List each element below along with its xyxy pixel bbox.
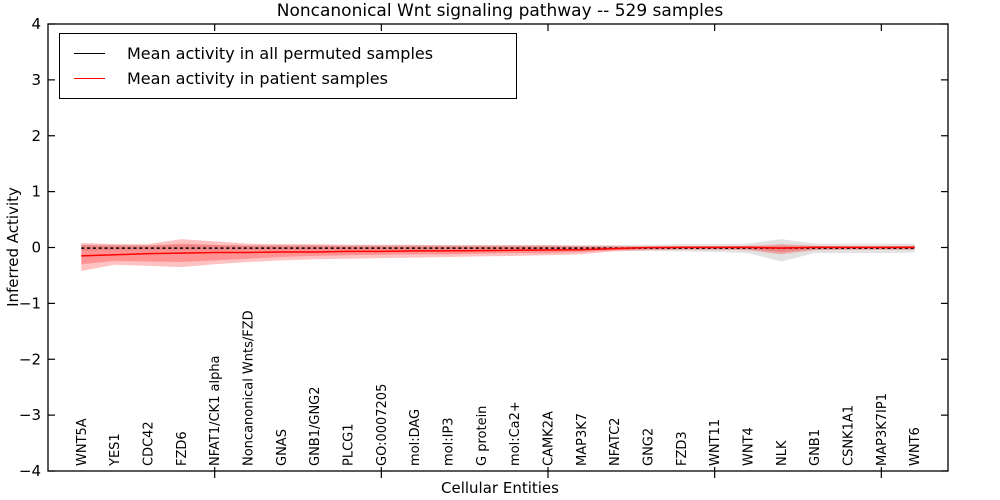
- x-category-label: GNB1/GNG2: [308, 386, 323, 466]
- x-category-label: mol:Ca2+: [508, 401, 523, 466]
- patient-band-inner: [81, 243, 915, 265]
- legend-line-permuted: [74, 53, 105, 54]
- x-category-label: WNT11: [708, 419, 723, 466]
- x-category-label: GO:0007205: [375, 384, 390, 466]
- x-axis-label: Cellular Entities: [441, 479, 559, 497]
- legend-item: Mean activity in all permuted samples: [60, 44, 516, 63]
- patient-mean-line: [81, 246, 915, 257]
- x-category-label: YES1: [108, 433, 123, 467]
- y-tick-label: −4: [19, 462, 41, 480]
- legend-item-label: Mean activity in patient samples: [127, 69, 388, 88]
- x-category-label: GNAS: [275, 429, 290, 466]
- x-category-label: CSNK1A1: [842, 405, 857, 466]
- permuted-band: [81, 239, 915, 262]
- x-category-label: G protein: [475, 406, 490, 466]
- y-tick-label: 0: [31, 239, 41, 257]
- legend-line-patient: [74, 78, 105, 79]
- x-category-label: GNG2: [642, 428, 657, 466]
- x-category-label: NFAT1/CK1 alpha: [208, 355, 223, 466]
- chart-title: Noncanonical Wnt signaling pathway -- 52…: [276, 1, 724, 21]
- y-tick-label: −3: [19, 406, 41, 424]
- x-category-label: NLK: [775, 440, 790, 466]
- x-category-label: CDC42: [142, 421, 157, 466]
- y-tick-label: 3: [31, 71, 41, 89]
- x-category-label: MAP3K7: [575, 413, 590, 466]
- x-category-label: GNB1: [808, 429, 823, 466]
- x-category-label: CAMK2A: [542, 411, 557, 466]
- x-category-label: NFATC2: [608, 418, 623, 466]
- legend-item-label: Mean activity in all permuted samples: [127, 44, 434, 63]
- x-category-label: mol:DAG: [408, 409, 423, 466]
- legend-item: Mean activity in patient samples: [60, 69, 516, 88]
- y-tick-label: −1: [19, 294, 41, 312]
- y-tick-label: −2: [19, 350, 41, 368]
- y-tick-label: 2: [31, 127, 41, 145]
- y-axis-label: Inferred Activity: [4, 187, 22, 307]
- y-tick-label: 4: [31, 15, 41, 33]
- x-category-label: WNT6: [908, 427, 923, 466]
- x-category-label: PLCG1: [342, 423, 357, 466]
- x-category-label: WNT4: [742, 427, 757, 466]
- y-tick-label: 1: [31, 183, 41, 201]
- x-category-label: mol:IP3: [442, 417, 457, 466]
- x-category-label: WNT5A: [75, 418, 90, 466]
- x-category-label: MAP3K7IP1: [875, 393, 890, 466]
- x-category-label: Noncanonical Wnts/FZD: [242, 310, 257, 466]
- legend: Mean activity in all permuted samples Me…: [59, 33, 517, 99]
- x-category-label: FZD6: [175, 431, 190, 466]
- x-category-label: FZD3: [675, 431, 690, 466]
